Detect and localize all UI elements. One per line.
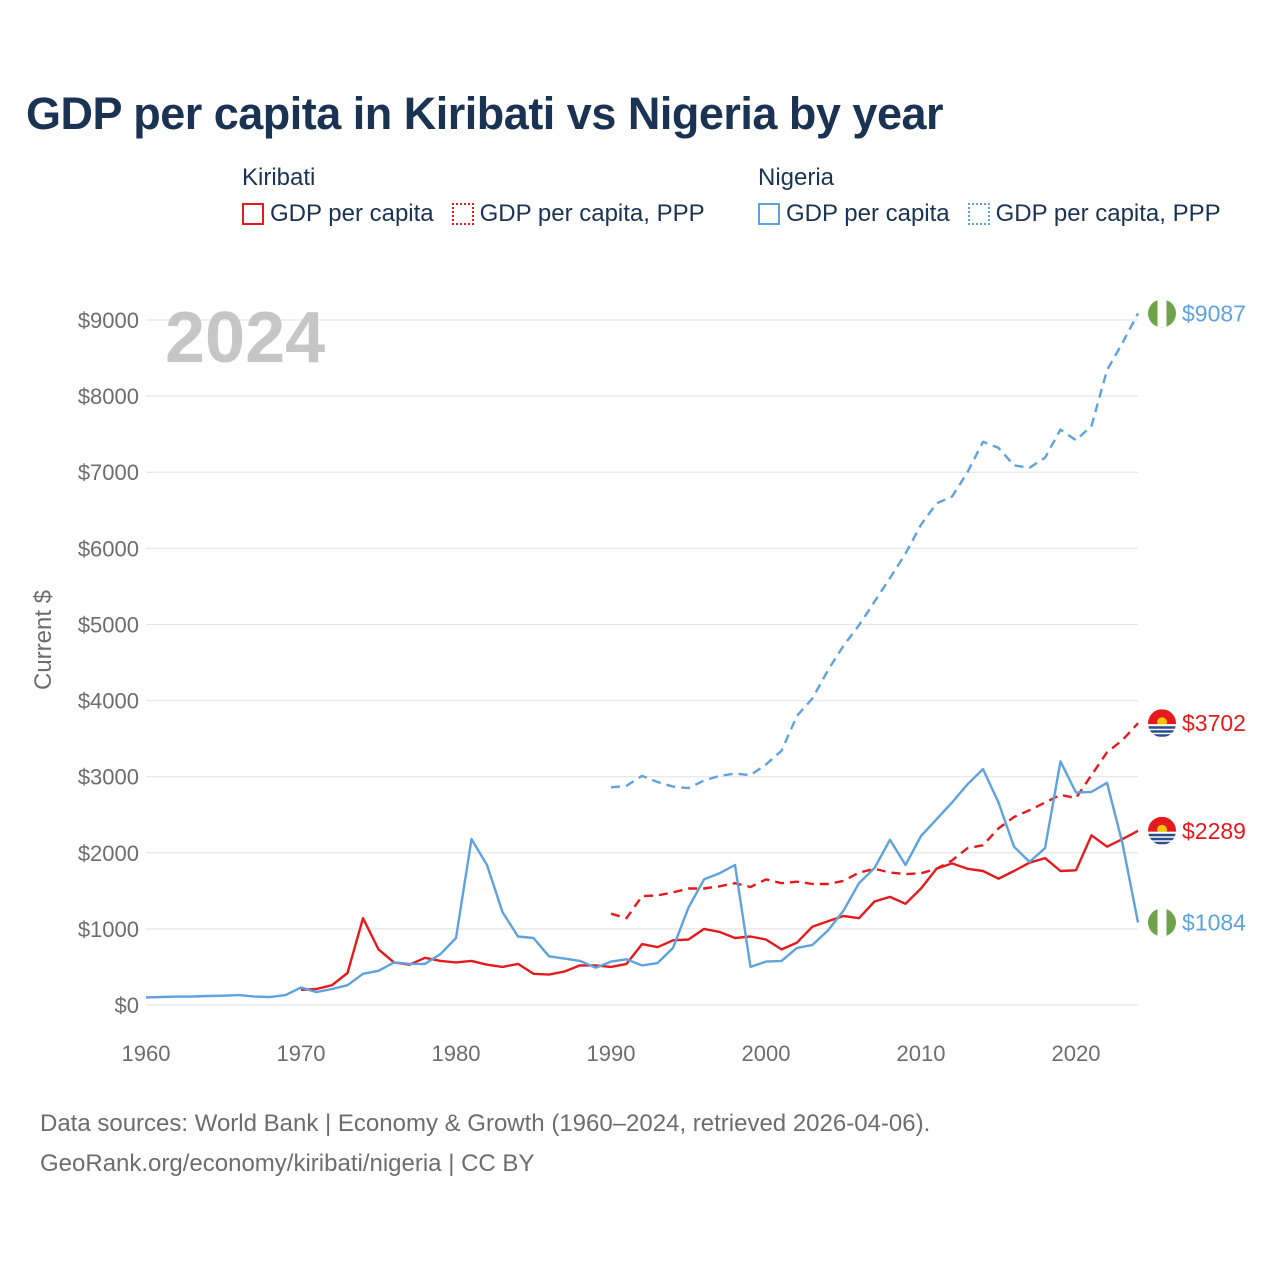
x-tick-label: 1980 <box>432 1041 481 1066</box>
legend-item-label: GDP per capita <box>270 200 434 227</box>
end-value-label: $1084 <box>1182 909 1246 935</box>
end-value-label: $2289 <box>1182 818 1246 844</box>
legend-group-kiribati: Kiribati GDP per capita GDP per capita, … <box>242 160 705 228</box>
footer-sources: Data sources: World Bank | Economy & Gro… <box>40 1110 931 1137</box>
legend-item-nigeria-gdp[interactable]: GDP per capita <box>758 200 950 228</box>
x-tick-label: 1990 <box>587 1041 636 1066</box>
series-line-0[interactable] <box>300 829 1139 991</box>
legend-item-label: GDP per capita, PPP <box>995 200 1221 227</box>
end-label-layer: $2289 $3702 $1084 $9087 <box>1148 299 1246 937</box>
y-tick-label: $6000 <box>78 536 139 561</box>
end-value-label: $9087 <box>1182 300 1246 326</box>
y-tick-label: $0 <box>115 993 139 1018</box>
x-tick-label: 1960 <box>122 1041 171 1066</box>
footer-attribution[interactable]: GeoRank.org/economy/kiribati/nigeria | C… <box>40 1150 535 1177</box>
nigeria-flag-icon <box>1148 299 1176 328</box>
y-tick-label: $7000 <box>78 460 139 485</box>
y-tick-label: $2000 <box>78 841 139 866</box>
legend-group-title: Kiribati <box>242 164 316 191</box>
legend-group-nigeria: Nigeria GDP per capita GDP per capita, P… <box>758 160 1221 228</box>
grid-layer: $0 $1000 $2000 $3000 $4000 $5000 $6000 $7000 $80… <box>78 308 1138 1066</box>
kiribati-flag-icon <box>1148 816 1176 845</box>
series-layer <box>145 312 1140 999</box>
y-tick-label: $9000 <box>78 308 139 333</box>
legend-swatch-solid-icon <box>242 203 264 225</box>
legend-swatch-dotted-icon <box>451 203 474 225</box>
year-watermark: 2024 <box>165 298 325 378</box>
y-axis-label: Current $ <box>30 590 57 690</box>
legend-item-label: GDP per capita, PPP <box>479 200 705 227</box>
chart-title: GDP per capita in Kiribati vs Nigeria by… <box>26 88 944 139</box>
x-tick-label: 2020 <box>1052 1041 1101 1066</box>
legend-item-kiribati-gdp[interactable]: GDP per capita <box>242 200 434 228</box>
legend-item-label: GDP per capita <box>786 200 950 227</box>
y-tick-label: $1000 <box>78 917 139 942</box>
x-tick-label: 2000 <box>742 1041 791 1066</box>
footer: Data sources: World Bank | Economy & Gro… <box>40 1104 930 1184</box>
series-line-1[interactable] <box>610 722 1139 920</box>
legend-item-kiribati-gdp-ppp[interactable]: GDP per capita, PPP <box>451 200 705 228</box>
end-value-label: $3702 <box>1182 710 1246 736</box>
legend-item-nigeria-gdp-ppp[interactable]: GDP per capita, PPP <box>967 200 1221 228</box>
series-line-3[interactable] <box>610 312 1140 790</box>
y-tick-label: $3000 <box>78 765 139 790</box>
y-tick-label: $8000 <box>78 384 139 409</box>
y-tick-label: $4000 <box>78 689 139 714</box>
legend-swatch-dotted-icon <box>967 203 990 225</box>
kiribati-flag-icon <box>1148 709 1176 738</box>
legend-group-title: Nigeria <box>758 164 835 191</box>
series-line-2[interactable] <box>145 760 1140 999</box>
legend-swatch-solid-icon <box>758 203 780 225</box>
x-tick-label: 1970 <box>277 1041 326 1066</box>
nigeria-flag-icon <box>1148 908 1176 937</box>
y-tick-label: $5000 <box>78 612 139 637</box>
x-tick-label: 2010 <box>897 1041 946 1066</box>
